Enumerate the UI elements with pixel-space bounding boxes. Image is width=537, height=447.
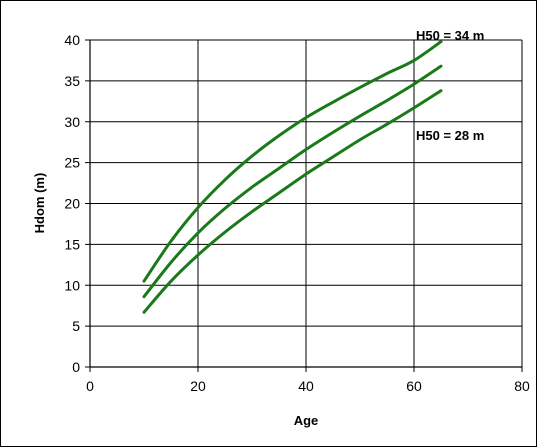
axes: [85, 39, 523, 372]
x-tick-label: 20: [190, 378, 206, 394]
y-tick-label: 25: [64, 155, 80, 171]
y-tick-label: 30: [64, 114, 80, 130]
y-tick-label: 0: [72, 359, 80, 375]
y-axis-title: Hdom (m): [32, 173, 47, 234]
x-tick-label: 0: [86, 378, 94, 394]
series-line-0: [142, 40, 443, 283]
series-lines: [142, 40, 443, 314]
x-axis-title: Age: [294, 413, 319, 428]
y-tick-label: 20: [64, 196, 80, 212]
y-tick-label: 35: [64, 73, 80, 89]
annotation-h50-28: H50 = 28 m: [416, 128, 484, 143]
y-tick-label: 10: [64, 277, 80, 293]
annotation-h50-34: H50 = 34 m: [416, 28, 484, 43]
series-line-1: [142, 64, 443, 299]
tick-labels: 0 5 10 15 20 25 30 35 40 0 20 40 60 80: [64, 32, 530, 394]
x-tick-label: 40: [298, 378, 314, 394]
series-line-2: [142, 89, 443, 314]
y-tick-label: 15: [64, 236, 80, 252]
y-tick-label: 40: [64, 32, 80, 48]
y-tick-label: 5: [72, 318, 80, 334]
x-tick-label: 80: [514, 378, 530, 394]
x-tick-label: 60: [406, 378, 422, 394]
